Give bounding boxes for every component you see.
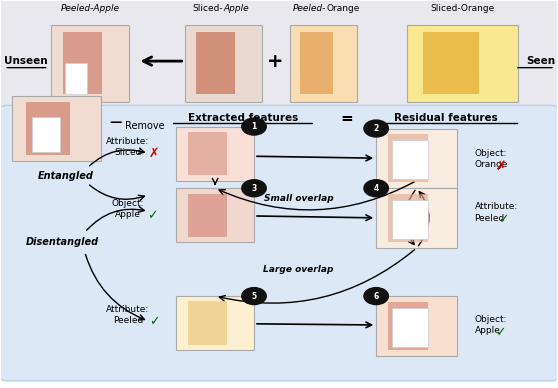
Text: Orange: Orange [326, 4, 359, 13]
Text: 1: 1 [252, 122, 257, 131]
Circle shape [242, 118, 266, 135]
FancyBboxPatch shape [185, 24, 262, 102]
Text: ✓: ✓ [498, 213, 508, 226]
Text: 5: 5 [252, 292, 257, 301]
FancyBboxPatch shape [407, 24, 518, 102]
Text: —: — [109, 116, 122, 129]
Bar [32, 117, 60, 152]
Text: Remove: Remove [125, 121, 165, 131]
FancyBboxPatch shape [176, 296, 254, 350]
Text: =: = [340, 111, 353, 126]
Text: ✓: ✓ [147, 210, 158, 222]
Circle shape [242, 288, 266, 305]
Text: Peeled-: Peeled- [293, 4, 326, 13]
Text: ✓: ✓ [496, 326, 506, 339]
Text: Object:
Apple: Object: Apple [474, 315, 507, 335]
Text: 4: 4 [373, 184, 379, 193]
Text: ✗: ✗ [496, 160, 506, 173]
Text: Object:
Orange: Object: Orange [474, 149, 508, 170]
Bar [424, 32, 479, 94]
Text: Object:
Apple: Object: Apple [112, 199, 144, 219]
Circle shape [364, 288, 388, 305]
FancyBboxPatch shape [12, 96, 102, 161]
FancyBboxPatch shape [0, 106, 558, 381]
FancyBboxPatch shape [376, 128, 456, 188]
Text: Sliced-Orange: Sliced-Orange [430, 4, 494, 13]
Text: 2: 2 [373, 124, 379, 133]
Bar [388, 135, 429, 182]
Text: Disentangled: Disentangled [26, 237, 99, 247]
Text: Entangled: Entangled [37, 170, 93, 180]
Bar [196, 32, 235, 94]
Text: Attribute:
Peeled: Attribute: Peeled [474, 203, 518, 223]
Bar [300, 32, 334, 94]
Text: ✓: ✓ [150, 315, 160, 328]
FancyBboxPatch shape [176, 188, 254, 242]
Text: 3: 3 [252, 184, 257, 193]
Circle shape [364, 120, 388, 137]
Bar [188, 132, 227, 175]
FancyBboxPatch shape [51, 24, 129, 102]
FancyBboxPatch shape [290, 24, 357, 102]
FancyBboxPatch shape [176, 126, 254, 180]
Text: Extracted features: Extracted features [188, 113, 298, 123]
Circle shape [364, 180, 388, 197]
Text: Large overlap: Large overlap [263, 265, 334, 274]
Bar [388, 302, 429, 350]
Bar [188, 301, 227, 345]
Text: Peeled-Apple: Peeled-Apple [61, 4, 120, 13]
Text: Apple: Apple [223, 4, 249, 13]
Text: Seen: Seen [526, 56, 555, 66]
Text: 6: 6 [373, 292, 379, 301]
Text: Small overlap: Small overlap [263, 194, 333, 203]
Bar [392, 200, 429, 239]
Text: +: + [267, 52, 283, 71]
FancyBboxPatch shape [0, 0, 558, 113]
Text: Attribute:
Sliced: Attribute: Sliced [107, 137, 150, 157]
Bar [392, 140, 429, 179]
Text: Attribute:
Peeled: Attribute: Peeled [107, 305, 150, 325]
Text: Residual features: Residual features [394, 113, 497, 123]
FancyBboxPatch shape [376, 296, 456, 356]
Text: Sliced-: Sliced- [193, 4, 223, 13]
Bar [188, 194, 227, 237]
Bar [63, 32, 102, 94]
FancyBboxPatch shape [376, 188, 456, 248]
Bar [388, 194, 429, 242]
Bar [392, 308, 429, 347]
Bar [65, 63, 88, 94]
Bar [26, 102, 70, 155]
Text: Unseen: Unseen [4, 56, 48, 66]
Circle shape [242, 180, 266, 197]
Text: ✗: ✗ [148, 147, 159, 160]
